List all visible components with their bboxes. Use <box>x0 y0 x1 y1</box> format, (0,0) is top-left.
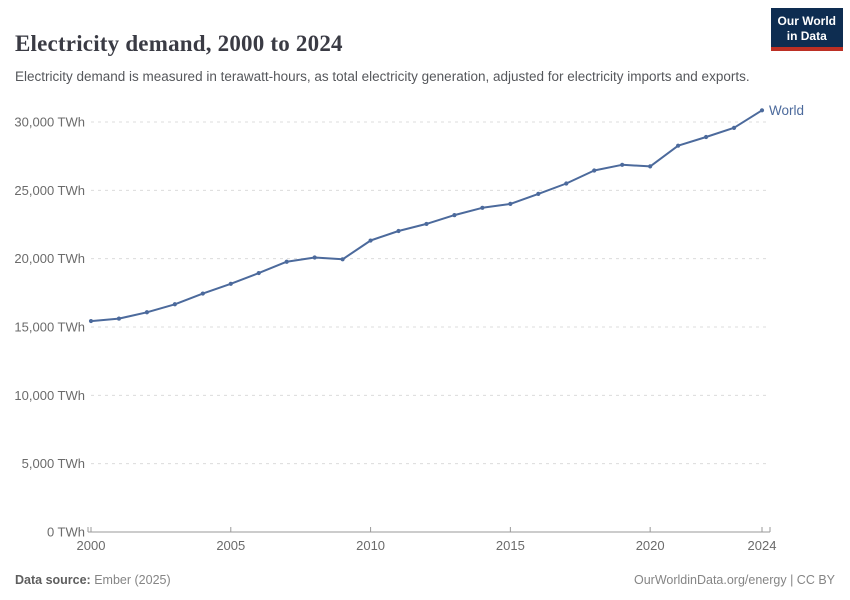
data-point[interactable] <box>200 291 205 296</box>
grid-layer: 0 TWh 5,000 TWh 10,000 TWh 15,000 TWh 20,000… <box>14 115 770 540</box>
x-tick-label: 2020 <box>636 538 665 553</box>
data-point[interactable] <box>284 259 289 264</box>
data-point[interactable] <box>480 205 485 210</box>
data-point[interactable] <box>256 270 261 276</box>
data-source-note: Data source: Ember (2025) <box>15 573 171 587</box>
credit-link[interactable]: OurWorldinData.org/energy | CC BY <box>633 573 835 587</box>
data-point[interactable] <box>172 302 177 307</box>
data-point[interactable] <box>676 143 681 148</box>
owid-logo-line1: Our World <box>777 14 836 28</box>
data-point[interactable] <box>228 281 233 286</box>
data-point[interactable] <box>452 213 457 218</box>
y-tick-label: 30,000 TWh <box>14 115 85 130</box>
owid-logo-line2: in Data <box>786 28 827 43</box>
chart-subtitle: Electricity demand is measured in terawa… <box>15 68 750 84</box>
x-axis: 2000 2005 2010 2015 2020 2024 <box>77 527 777 553</box>
data-point[interactable] <box>731 125 737 130</box>
data-point[interactable] <box>703 134 709 140</box>
x-tick-label: 2010 <box>356 538 385 553</box>
data-point[interactable] <box>564 181 569 186</box>
series-path-world[interactable] <box>90 109 763 323</box>
y-tick-label: 20,000 TWh <box>14 251 85 266</box>
data-point[interactable] <box>592 168 597 173</box>
data-point[interactable] <box>144 310 150 315</box>
x-tick-label: 2024 <box>748 538 777 553</box>
x-tick-label: 2015 <box>496 538 525 553</box>
y-tick-label: 5,000 TWh <box>22 456 85 471</box>
data-point[interactable] <box>312 255 317 260</box>
x-tick-label: 2005 <box>216 538 245 553</box>
data-point[interactable] <box>368 238 373 243</box>
data-point[interactable] <box>648 164 653 169</box>
data-point[interactable] <box>424 221 429 227</box>
data-point[interactable] <box>340 257 345 262</box>
world-series-line[interactable]: World <box>88 103 804 324</box>
y-tick-label: 15,000 TWh <box>14 320 85 335</box>
data-source-value: Ember (2025) <box>90 573 171 587</box>
series-label-world[interactable]: World <box>769 103 804 118</box>
data-point[interactable] <box>88 318 94 324</box>
y-tick-label: 0 TWh <box>47 525 85 540</box>
data-point[interactable] <box>396 228 401 234</box>
y-tick-label: 10,000 TWh <box>14 388 85 403</box>
data-point[interactable] <box>508 201 513 206</box>
line-chart[interactable]: 0 TWh 5,000 TWh 10,000 TWh 15,000 TWh 20,000… <box>0 95 850 565</box>
chart-footer: Data source: Ember (2025) OurWorldinData… <box>15 573 835 587</box>
owid-logo[interactable]: Our World in Data <box>770 8 843 52</box>
data-point[interactable] <box>116 316 122 321</box>
x-tick-label: 2000 <box>77 538 106 553</box>
data-source-label: Data source: <box>15 573 91 587</box>
chart-title: Electricity demand, 2000 to 2024 <box>15 31 343 57</box>
data-point[interactable] <box>759 108 765 113</box>
y-tick-label: 25,000 TWh <box>14 183 85 198</box>
data-point[interactable] <box>536 191 541 197</box>
data-point[interactable] <box>620 162 625 167</box>
